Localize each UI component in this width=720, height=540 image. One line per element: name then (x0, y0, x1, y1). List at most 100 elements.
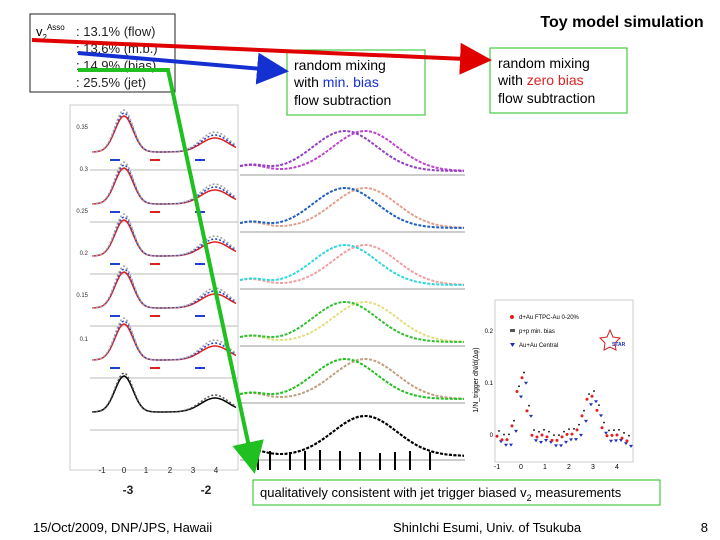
point (535, 435, 539, 439)
left-x-ticks: -1 0 1 2 3 4 -3 -2 (98, 466, 218, 497)
point (504, 443, 508, 447)
conclusion-sub: 2 (527, 493, 532, 503)
point (559, 444, 563, 448)
point (513, 419, 515, 422)
legend-box (29, 13, 176, 93)
point (530, 433, 534, 437)
point (619, 439, 623, 442)
point (510, 424, 514, 428)
point (623, 432, 625, 434)
tick-label: 2 (567, 464, 571, 471)
point (594, 400, 598, 404)
y-axis-label: 1/N_trigger dN/d(Δφ) (473, 347, 480, 412)
curve (239, 244, 465, 286)
point (508, 433, 510, 436)
left-plot-frame (69, 104, 239, 471)
curve (239, 187, 465, 229)
left-y-ticks: 0.35 0.3 0.25 0.2 0.15 0.1 (76, 125, 88, 343)
callout-highlight: min. bias (323, 74, 379, 90)
point (529, 414, 533, 418)
legend-label-main: v (36, 24, 43, 39)
point (568, 428, 570, 430)
point (528, 404, 530, 407)
point (579, 433, 583, 437)
legend-label-sup: Asso (47, 23, 65, 32)
arrow (77, 51, 289, 85)
point (569, 438, 573, 442)
callout-box (489, 47, 628, 114)
conclusion-box (252, 479, 661, 506)
right-plot (494, 299, 634, 463)
point (618, 429, 620, 431)
point (608, 429, 610, 432)
left-plot (90, 109, 238, 431)
tick-label: 0.15 (76, 293, 88, 299)
point (544, 439, 548, 442)
callout-line: with min. bias (293, 74, 379, 90)
callout-highlight: zero bias (527, 72, 584, 88)
curve (239, 130, 465, 172)
footer-center: ShinIchi Esumi, Univ. of Tsukuba (393, 520, 582, 535)
legend-marker (510, 343, 515, 347)
point (624, 442, 628, 446)
curve (239, 187, 465, 229)
point (533, 429, 535, 431)
legend-item: : 13.1% (flow) (76, 24, 155, 39)
curve (91, 372, 237, 413)
callout-line: flow subtraction (294, 92, 391, 108)
point (538, 431, 540, 433)
conclusion-text: measurements (532, 485, 622, 500)
point (563, 430, 565, 433)
badge-star (598, 328, 622, 351)
point (553, 434, 555, 436)
callout-line: random mixing (498, 55, 590, 71)
point (523, 371, 525, 374)
point (543, 429, 545, 431)
point (518, 385, 520, 387)
point (574, 438, 578, 442)
curve (91, 213, 237, 257)
callout-text: with (293, 74, 323, 90)
point (605, 434, 609, 438)
axis-label: -3 (123, 483, 134, 497)
point (503, 433, 505, 436)
point (580, 414, 584, 418)
tick-label: 0 (122, 466, 127, 475)
point (498, 430, 500, 432)
tick-label: 0.1 (80, 337, 89, 343)
point (593, 390, 595, 392)
callout-line: with zero bias (497, 72, 584, 88)
point (548, 430, 550, 433)
point (495, 434, 499, 438)
legend-item: p+p min. bias (519, 329, 555, 335)
middle-plot (239, 130, 465, 470)
point (564, 440, 568, 444)
curve (239, 301, 465, 343)
legend-marker (510, 315, 514, 319)
tick-label: 1 (543, 464, 547, 471)
curve (239, 358, 465, 400)
tick-label: 0.35 (76, 125, 88, 131)
point (519, 395, 523, 399)
point (514, 429, 518, 433)
tick-label: -1 (98, 466, 106, 475)
point (545, 435, 549, 439)
point (590, 394, 594, 398)
point (609, 439, 613, 443)
curve (239, 358, 465, 400)
conclusion-text: qualitatively consistent with jet trigge… (260, 485, 527, 500)
tick-label: 1 (144, 466, 149, 475)
tick-label: 4 (214, 466, 219, 475)
curve (239, 415, 465, 457)
point (525, 409, 529, 413)
point (534, 439, 538, 443)
curve (91, 317, 237, 361)
curve (239, 130, 465, 172)
conclusion: qualitatively consistent with jet trigge… (260, 485, 622, 503)
tick-label: 0.25 (76, 209, 88, 215)
callout-text: with (497, 72, 527, 88)
tick-label: 2 (168, 466, 173, 475)
point (629, 444, 633, 448)
